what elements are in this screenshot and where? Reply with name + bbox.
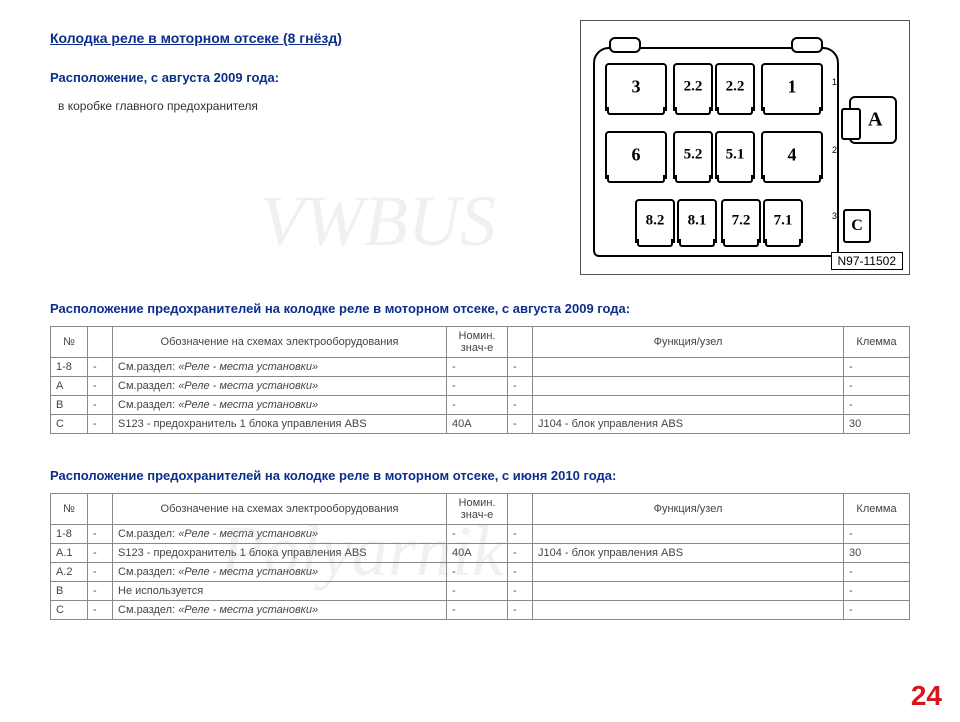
relay-label: A [868,109,882,132]
table-row: B- См.раздел: «Реле - места установки» -… [51,396,910,415]
relay-slot-8-1: 8.1 [677,199,717,243]
relay-slot-2-2b: 2.2 [715,63,755,111]
col-no-header: № [51,494,88,525]
relay-side-c: C [843,209,871,243]
relay-label: 5.2 [684,147,703,164]
table-row: A.1- S123 - предохранитель 1 блока управ… [51,544,910,563]
section-1-head: Расположение предохранителей на колодке … [50,301,910,316]
table-row: A.2- См.раздел: «Реле - места установки»… [51,563,910,582]
relay-slot-1: 1 [761,63,823,111]
relay-slot-8-2: 8.2 [635,199,675,243]
page-number: 24 [911,680,942,712]
relay-slot-7-2: 7.2 [721,199,761,243]
pin-label: 2 [832,145,837,155]
table-row: 1-8- См.раздел: «Реле - места установки»… [51,525,910,544]
notch [609,37,641,53]
relay-label: 4 [788,145,797,166]
table-row: A- См.раздел: «Реле - места установки» -… [51,377,910,396]
relay-label: 8.1 [688,213,707,230]
relay-label: 7.1 [774,213,793,230]
section-2-head: Расположение предохранителей на колодке … [50,468,910,483]
relay-slot-2-2a: 2.2 [673,63,713,111]
relay-slot-7-1: 7.1 [763,199,803,243]
relay-slot-5-1: 5.1 [715,131,755,179]
relay-label: C [851,217,863,235]
col-func-header: Функция/узел [533,327,844,358]
table-row: B- Не используется --- [51,582,910,601]
pin-label: 1 [832,77,837,87]
relay-diagram: 3 2.2 2.2 1 6 5.2 [580,20,910,275]
relay-slot-6: 6 [605,131,667,179]
fuse-table-2: № Обозначение на схемах электрооборудова… [50,493,910,620]
col-kl-header: Клемма [844,494,910,525]
pin-label: 3 [832,211,837,221]
col-nom-header: Номин. знач-е [447,494,508,525]
table-row: C- S123 - предохранитель 1 блока управле… [51,415,910,434]
relay-slot-3: 3 [605,63,667,111]
relay-label: 2.2 [726,79,745,96]
relay-label: 1 [788,77,797,98]
relay-label: 8.2 [646,213,665,230]
relay-slot-4: 4 [761,131,823,179]
col-desc-header: Обозначение на схемах электрооборудовани… [113,494,447,525]
col-no-header: № [51,327,88,358]
relay-label: 3 [632,77,641,98]
col-desc-header: Обозначение на схемах электрооборудовани… [113,327,447,358]
relay-label: 5.1 [726,147,745,164]
table-row: 1-8- См.раздел: «Реле - места установки»… [51,358,910,377]
notch [791,37,823,53]
relay-label: 7.2 [732,213,751,230]
table-row: C- См.раздел: «Реле - места установки» -… [51,601,910,620]
relay-slot-5-2: 5.2 [673,131,713,179]
diagram-part-number: N97-11502 [831,252,904,270]
fuse-table-1: № Обозначение на схемах электрооборудова… [50,326,910,434]
col-func-header: Функция/узел [533,494,844,525]
relay-label: 6 [632,145,641,166]
relay-side-a: A [849,96,897,144]
col-kl-header: Клемма [844,327,910,358]
col-nom-header: Номин. знач-е [447,327,508,358]
relay-label: 2.2 [684,79,703,96]
